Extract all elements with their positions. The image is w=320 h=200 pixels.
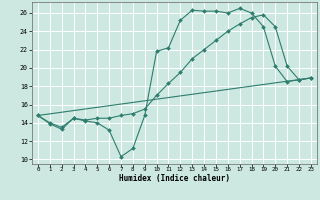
X-axis label: Humidex (Indice chaleur): Humidex (Indice chaleur) — [119, 174, 230, 183]
